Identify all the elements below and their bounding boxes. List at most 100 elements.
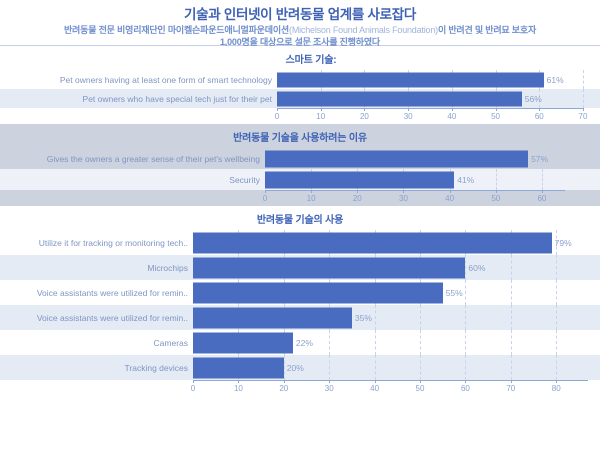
gridline bbox=[420, 305, 422, 330]
bar-value-label: 20% bbox=[286, 362, 304, 373]
gridline bbox=[541, 169, 544, 190]
chart-section-usage: 반려동물 기술의 사용 Utilize it for tracking or m… bbox=[0, 206, 600, 396]
bar[interactable] bbox=[193, 282, 443, 303]
axis-line bbox=[265, 190, 565, 191]
category-label: Gives the owners a greater sense of thei… bbox=[46, 153, 260, 164]
category-label: Tracking devices bbox=[124, 362, 188, 373]
bar-track: 22% bbox=[193, 330, 600, 355]
axis-tick-label: 10 bbox=[233, 384, 243, 393]
bar-value-label: 56% bbox=[524, 93, 542, 104]
bar-value-label: 41% bbox=[457, 174, 475, 185]
gridline bbox=[374, 305, 377, 330]
bar[interactable] bbox=[193, 232, 552, 253]
bar[interactable] bbox=[277, 91, 522, 106]
axis-tick-label: 80 bbox=[551, 384, 561, 393]
gridline bbox=[465, 280, 467, 305]
gridline bbox=[465, 330, 467, 355]
axis-tick-label: 40 bbox=[445, 194, 455, 203]
axis-tick-label: 70 bbox=[506, 384, 516, 393]
axis-tick-label: 20 bbox=[359, 112, 369, 121]
axis-tick-label: 50 bbox=[491, 194, 501, 203]
gridline bbox=[374, 330, 377, 355]
axis-line bbox=[193, 380, 588, 381]
gridline bbox=[283, 355, 286, 380]
gridline bbox=[510, 330, 513, 355]
bar-track: 57% bbox=[265, 148, 600, 169]
chart-row: Security 41% bbox=[0, 169, 600, 190]
bar[interactable] bbox=[193, 307, 352, 328]
page-title: 기술과 인터넷이 반려동물 업계를 사로잡다 bbox=[184, 7, 416, 22]
axis-tick bbox=[510, 380, 512, 383]
category-label: Voice assistants were utilized for remin… bbox=[36, 312, 188, 323]
subtitle-line2-latin: Foundation) bbox=[392, 25, 438, 35]
bar-track: 56% bbox=[277, 89, 600, 108]
gridline bbox=[510, 305, 513, 330]
category-label: Cameras bbox=[153, 337, 188, 348]
axis-tick bbox=[539, 108, 541, 111]
chart-section-reasons: 반려동물 기술을 사용하려는 이유 Gives the owners a gre… bbox=[0, 124, 600, 206]
axis-tick bbox=[408, 108, 410, 111]
axis-tick-label: 10 bbox=[306, 194, 316, 203]
axis-tick-label: 0 bbox=[190, 384, 196, 393]
axis-tick-label: 0 bbox=[262, 194, 268, 203]
bar-value-label: 61% bbox=[546, 74, 564, 85]
chart-row: Pet owners having at least one form of s… bbox=[0, 70, 600, 89]
gridline bbox=[541, 148, 544, 169]
gridline bbox=[556, 230, 558, 255]
chart-row: Cameras 22% bbox=[0, 330, 600, 355]
axis-tick bbox=[541, 190, 543, 193]
axis-tick-label: 20 bbox=[352, 194, 362, 203]
gridline bbox=[465, 305, 467, 330]
bar[interactable] bbox=[193, 257, 466, 278]
axis-tick-label: 20 bbox=[279, 384, 289, 393]
axis-tick bbox=[374, 380, 376, 383]
chart-title-reasons: 반려동물 기술을 사용하려는 이유 bbox=[233, 133, 367, 144]
axis-tick-label: 30 bbox=[324, 384, 334, 393]
page-subtitle: 반려동물 전문 비영리재단인 마이켈슨파운드애니멀파운데이션(Michelson… bbox=[0, 25, 600, 48]
bar-value-label: 57% bbox=[531, 153, 549, 164]
axis-tick bbox=[283, 380, 285, 383]
axis-tick bbox=[451, 108, 453, 111]
x-axis-reasons: 0 10 20 30 40 50 60 bbox=[0, 190, 600, 206]
category-label: Pet owners having at least one form of s… bbox=[59, 74, 272, 85]
category-label: Security bbox=[229, 174, 260, 185]
gridline bbox=[556, 305, 558, 330]
gridline bbox=[556, 355, 558, 380]
gridline bbox=[510, 355, 513, 380]
bar-track: 35% bbox=[193, 305, 600, 330]
gridline bbox=[556, 280, 558, 305]
category-label: Voice assistants were utilized for remin… bbox=[36, 287, 188, 298]
chart-section-smart-tech: 스마트 기술: Pet owners having at least one f… bbox=[0, 46, 600, 124]
chart-plot-area-usage: Utilize it for tracking or monitoring te… bbox=[0, 230, 600, 380]
axis-tick-label: 70 bbox=[578, 112, 588, 121]
category-label: Pet owners who have special tech just fo… bbox=[82, 93, 272, 104]
axis-tick bbox=[364, 108, 366, 111]
axis-tick bbox=[329, 380, 331, 383]
subtitle-line1-latin: (Michelson Found Animals bbox=[289, 25, 390, 35]
axis-tick bbox=[495, 108, 497, 111]
bar-value-label: 60% bbox=[468, 262, 486, 273]
axis-tick bbox=[357, 190, 359, 193]
bar-value-label: 22% bbox=[295, 337, 313, 348]
chart-plot-area-smart-tech: Pet owners having at least one form of s… bbox=[0, 70, 600, 108]
bar[interactable] bbox=[193, 332, 293, 353]
axis-tick bbox=[495, 190, 497, 193]
bar-track: 79% bbox=[193, 230, 600, 255]
axis-tick-label: 30 bbox=[399, 194, 408, 203]
bar[interactable] bbox=[193, 357, 284, 378]
gridline bbox=[556, 255, 558, 280]
gridline bbox=[329, 330, 331, 355]
bar[interactable] bbox=[277, 72, 544, 87]
bar-value-label: 55% bbox=[445, 287, 463, 298]
gridline bbox=[329, 355, 331, 380]
axis-line bbox=[277, 108, 583, 109]
bar[interactable] bbox=[265, 150, 529, 167]
chart-row: Utilize it for tracking or monitoring te… bbox=[0, 230, 600, 255]
axis-tick bbox=[449, 190, 451, 193]
axis-tick-label: 10 bbox=[316, 112, 326, 121]
bar[interactable] bbox=[265, 171, 455, 188]
gridline bbox=[510, 280, 513, 305]
axis-tick-label: 60 bbox=[537, 194, 547, 203]
gridline bbox=[465, 355, 467, 380]
chart-row: Gives the owners a greater sense of thei… bbox=[0, 148, 600, 169]
